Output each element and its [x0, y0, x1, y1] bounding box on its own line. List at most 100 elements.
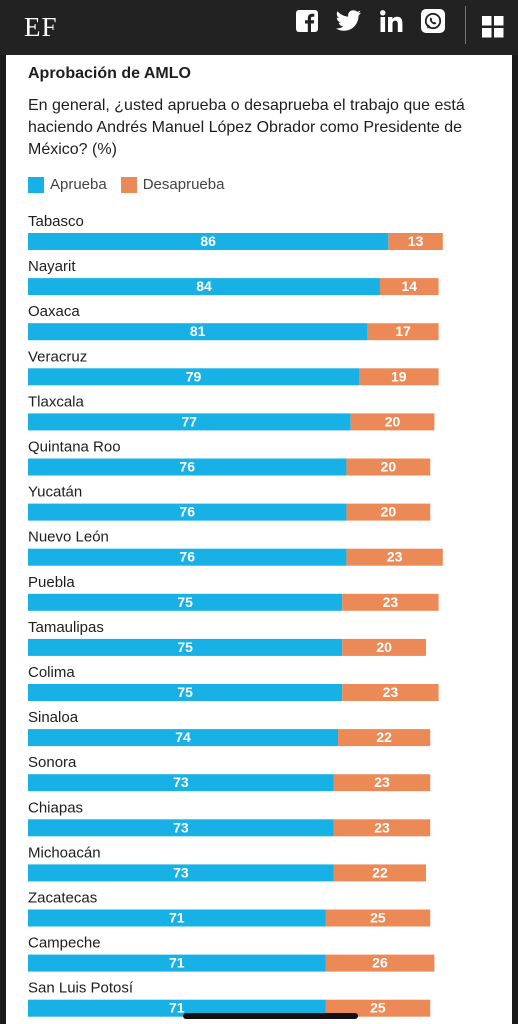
value-label-desaprueba: 23 [383, 684, 399, 700]
value-label-desaprueba: 20 [381, 504, 397, 520]
value-label-aprueba: 74 [175, 729, 191, 745]
category-label: Oaxaca [28, 303, 80, 320]
bar-desaprueba [346, 503, 431, 521]
legend-label-desaprueba: Desaprueba [142, 176, 225, 193]
bar-aprueba [28, 323, 368, 341]
category-label: San Luis Potosí [28, 980, 134, 997]
value-label-desaprueba: 13 [408, 233, 424, 249]
header-divider [465, 6, 466, 44]
bar-desaprueba [333, 774, 431, 792]
value-label-desaprueba: 25 [370, 910, 386, 926]
value-label-desaprueba: 26 [372, 955, 388, 971]
value-label-aprueba: 75 [177, 639, 193, 655]
bar-aprueba [28, 233, 389, 250]
bar-aprueba [28, 684, 343, 701]
bar-aprueba [28, 864, 334, 882]
category-label: Tlaxcala [28, 393, 85, 410]
chart-card: Aprobación de AMLO En general, ¿usted ap… [6, 55, 512, 1024]
bar-desaprueba [346, 458, 431, 476]
value-label-aprueba: 71 [169, 1000, 185, 1016]
chart-title: Aprobación de AMLO [28, 65, 191, 82]
bar-aprueba [28, 999, 326, 1017]
value-label-desaprueba: 22 [372, 864, 388, 880]
category-label: Sinaloa [28, 709, 79, 726]
value-label-aprueba: 75 [177, 684, 193, 700]
legend-item-aprueba: Aprueba [28, 176, 107, 193]
bar-desaprueba [379, 278, 439, 296]
value-label-desaprueba: 23 [383, 594, 399, 610]
bar-desaprueba [342, 684, 439, 701]
value-label-desaprueba: 25 [370, 1000, 386, 1016]
bar-aprueba [28, 503, 347, 521]
twitter-icon[interactable] [335, 8, 363, 34]
bar-aprueba [28, 593, 343, 611]
category-label: Campeche [28, 935, 101, 952]
bar-aprueba [28, 413, 351, 431]
value-label-desaprueba: 23 [387, 549, 403, 565]
grid-menu-icon[interactable] [481, 14, 505, 40]
bar-aprueba [28, 638, 343, 656]
bar-desaprueba [346, 548, 443, 566]
category-label: Zacatecas [28, 890, 97, 907]
value-label-aprueba: 81 [190, 323, 206, 339]
linkedin-icon[interactable] [378, 8, 406, 34]
whatsapp-icon[interactable] [420, 8, 446, 34]
value-label-desaprueba: 14 [402, 278, 418, 294]
category-label: Colima [28, 664, 75, 681]
value-label-desaprueba: 23 [374, 819, 390, 835]
value-label-aprueba: 76 [179, 549, 195, 565]
category-label: Yucatán [28, 484, 82, 501]
value-label-aprueba: 79 [186, 368, 202, 384]
facebook-icon[interactable] [294, 8, 320, 34]
value-label-aprueba: 86 [200, 233, 216, 249]
bar-aprueba [28, 548, 347, 566]
bar-aprueba [28, 729, 339, 747]
value-label-aprueba: 71 [169, 910, 185, 926]
bar-desaprueba [338, 729, 431, 747]
category-label: Michoacán [28, 844, 101, 861]
value-label-desaprueba: 20 [376, 639, 392, 655]
value-label-aprueba: 73 [173, 819, 189, 835]
bar-desaprueba [342, 638, 427, 656]
bar-desaprueba [325, 999, 431, 1017]
value-label-aprueba: 73 [173, 864, 189, 880]
bar-desaprueba [325, 954, 435, 972]
bar-aprueba [28, 458, 347, 476]
bar-aprueba [28, 278, 380, 296]
value-label-aprueba: 84 [196, 278, 212, 294]
value-label-desaprueba: 20 [381, 459, 397, 475]
value-label-desaprueba: 17 [395, 323, 411, 339]
legend-swatch-aprueba [28, 176, 44, 193]
category-label: Puebla [28, 574, 75, 591]
category-label: Tamaulipas [28, 619, 104, 636]
bar-chart: Tabasco 86 13 Nayarit 84 14 Oaxaca 81 17 Veracruz… [28, 213, 443, 1017]
category-label: Quintana Roo [28, 439, 121, 456]
site-logo[interactable]: EF [24, 12, 58, 42]
legend-swatch-desaprueba [120, 176, 137, 193]
value-label-desaprueba: 20 [385, 413, 401, 429]
value-label-desaprueba: 23 [374, 774, 390, 790]
bar-aprueba [28, 774, 334, 792]
value-label-aprueba: 73 [173, 774, 189, 790]
bar-desaprueba [359, 368, 439, 386]
category-label: Sonora [28, 754, 77, 771]
category-label: Nuevo León [28, 529, 109, 546]
bar-desaprueba [388, 233, 443, 250]
bar-desaprueba [342, 593, 439, 611]
legend-item-desaprueba: Desaprueba [120, 176, 225, 193]
value-label-aprueba: 76 [179, 504, 195, 520]
bar-desaprueba [333, 864, 427, 882]
bar-aprueba [28, 819, 334, 837]
value-label-aprueba: 76 [179, 459, 195, 475]
category-label: Veracruz [28, 348, 87, 365]
bar-desaprueba [333, 819, 431, 837]
bar-aprueba [28, 368, 360, 386]
value-label-desaprueba: 22 [376, 729, 392, 745]
category-label: Tabasco [28, 213, 84, 230]
chart-legend: Aprueba Desaprueba [28, 176, 238, 193]
chart-subtitle: En general, ¿usted aprueba o desaprueba … [28, 97, 465, 158]
category-label: Chiapas [28, 799, 83, 816]
bar-desaprueba [367, 323, 439, 341]
value-label-desaprueba: 19 [391, 368, 407, 384]
value-label-aprueba: 77 [182, 413, 198, 429]
